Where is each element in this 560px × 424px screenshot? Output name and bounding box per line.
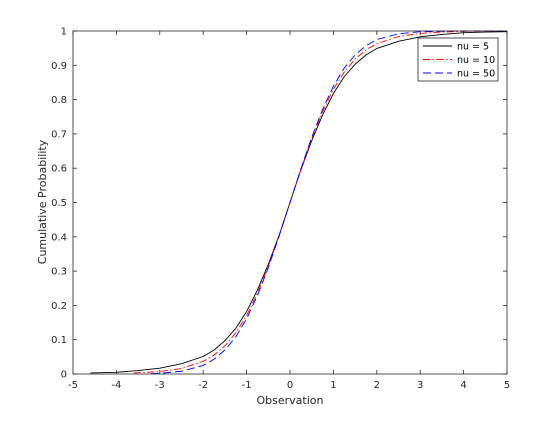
y-tick-label: 0.1	[51, 335, 67, 346]
legend-label-3: nu = 50	[457, 69, 495, 80]
y-tick-label: 0.2	[51, 301, 67, 312]
y-tick-label: 1	[61, 27, 67, 38]
y-tick-label: 0.8	[51, 95, 67, 106]
y-axis-label: Cumulative Probability	[36, 139, 49, 264]
y-tick-label: 0.5	[51, 198, 67, 209]
x-axis-label: Observation	[257, 394, 324, 407]
legend-box	[417, 37, 499, 82]
x-tick-label: -5	[68, 380, 78, 391]
legend-label-2: nu = 10	[457, 55, 495, 66]
x-tick-label: -1	[242, 380, 252, 391]
legend-label-1: nu = 5	[457, 42, 489, 53]
y-tick-label: 0.3	[51, 267, 67, 278]
x-tick-label: -2	[198, 380, 208, 391]
x-tick-label: -3	[155, 380, 165, 391]
series-layer	[90, 30, 508, 375]
legend-entry-1: nu = 5	[423, 42, 489, 53]
x-tick-label: 3	[417, 380, 423, 391]
x-tick-label: 1	[330, 380, 336, 391]
y-tick-label: 0.6	[51, 164, 67, 175]
x-tick-label: 0	[287, 380, 293, 391]
legend: nu = 5 nu = 10 nu = 50	[417, 37, 499, 82]
x-tick-label: -4	[111, 380, 121, 391]
axes-layer: -5 -4 -3 -2 -1 0 1 2 3 4 5 0 0.1 0.2 0.3 0.4 0.5 0.6 0.7 0.…	[51, 27, 510, 392]
x-tick-label: 4	[460, 380, 466, 391]
y-tick-label: 0	[61, 370, 67, 381]
y-tick-label: 0.7	[51, 129, 67, 140]
series-line-2	[133, 30, 508, 374]
legend-entry-3: nu = 50	[423, 69, 495, 80]
x-tick-label: 2	[374, 380, 380, 391]
y-tick-label: 0.4	[51, 232, 67, 243]
legend-entry-2: nu = 10	[423, 55, 495, 66]
y-tick-label: 0.9	[51, 61, 67, 72]
series-line-3	[151, 30, 507, 375]
x-tick-label: 5	[504, 380, 510, 391]
